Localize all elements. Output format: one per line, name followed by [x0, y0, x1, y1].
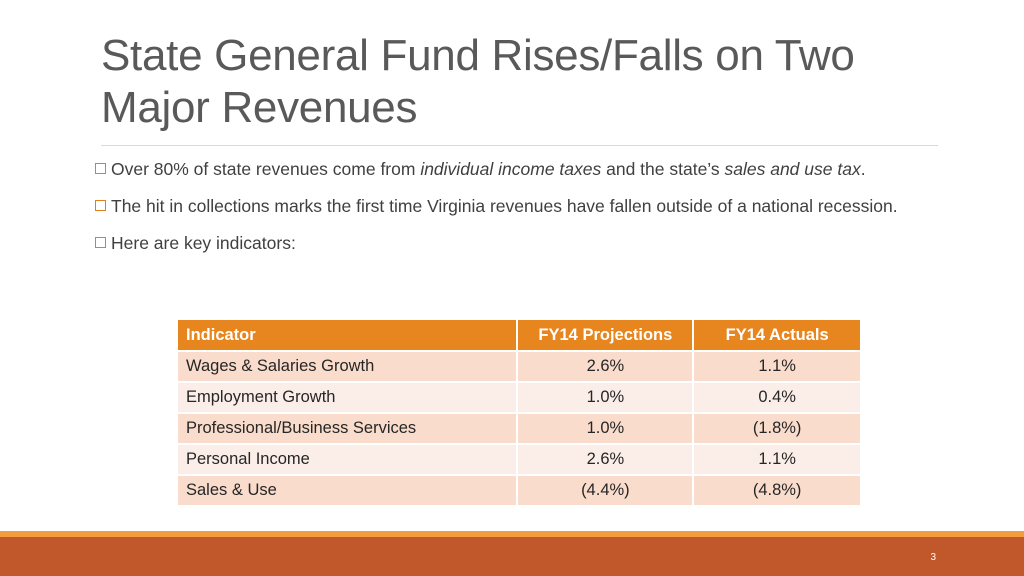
bullet-item-collections: The hit in collections marks the first t…	[95, 195, 930, 218]
table-header-row: Indicator FY14 Projections FY14 Actuals	[178, 320, 860, 351]
page-number: 3	[930, 552, 936, 563]
projection-cell: 1.0%	[517, 412, 695, 444]
indicators-table: Indicator FY14 Projections FY14 Actuals …	[178, 320, 860, 505]
table-row: Wages & Salaries Growth 2.6% 1.1%	[178, 350, 860, 382]
indicator-cell: Wages & Salaries Growth	[178, 350, 519, 382]
column-header-indicator: Indicator	[178, 320, 519, 351]
table-row: Personal Income 2.6% 1.1%	[178, 443, 860, 475]
column-header-actuals: FY14 Actuals	[693, 320, 860, 351]
projection-cell: (4.4%)	[517, 474, 695, 505]
indicator-cell: Personal Income	[178, 443, 519, 475]
projection-cell: 2.6%	[517, 443, 695, 475]
footer-band	[0, 537, 1024, 576]
bullet-list: Over 80% of state revenues come from ind…	[95, 158, 930, 269]
bullet-text-0: Over 80% of state revenues come from	[111, 159, 421, 179]
actual-cell: (1.8%)	[693, 412, 860, 444]
actual-cell: 0.4%	[693, 381, 860, 413]
bullet-emphasis-sales-tax: sales and use tax	[724, 159, 861, 179]
checkbox-bullet-icon	[95, 237, 106, 248]
bullet-text-2: .	[860, 159, 866, 179]
table-row: Employment Growth 1.0% 0.4%	[178, 381, 860, 413]
actual-cell: 1.1%	[693, 350, 860, 382]
bullet-item-income-taxes: Over 80% of state revenues come from ind…	[95, 158, 930, 181]
checkbox-bullet-icon	[95, 200, 106, 211]
projection-cell: 1.0%	[517, 381, 695, 413]
checkbox-bullet-icon	[95, 163, 106, 174]
indicator-cell: Sales & Use	[178, 474, 519, 505]
bullet-text: Here are key indicators:	[111, 233, 296, 253]
title-divider	[101, 145, 938, 146]
indicator-cell: Employment Growth	[178, 381, 519, 413]
indicator-cell: Professional/Business Services	[178, 412, 519, 444]
slide-title: State General Fund Rises/Falls on Two Ma…	[101, 31, 855, 132]
footer-accent-stripe	[0, 531, 1024, 537]
bullet-text: The hit in collections marks the first t…	[111, 196, 898, 216]
bullet-emphasis-income-taxes: individual income taxes	[420, 159, 602, 179]
bullet-item-key-indicators: Here are key indicators:	[95, 232, 930, 255]
table-row: Sales & Use (4.4%) (4.8%)	[178, 474, 860, 505]
actual-cell: 1.1%	[693, 443, 860, 475]
column-header-projections: FY14 Projections	[517, 320, 695, 351]
actual-cell: (4.8%)	[693, 474, 860, 505]
projection-cell: 2.6%	[517, 350, 695, 382]
table-row: Professional/Business Services 1.0% (1.8…	[178, 412, 860, 444]
bullet-text-1: and the state’s	[601, 159, 725, 179]
